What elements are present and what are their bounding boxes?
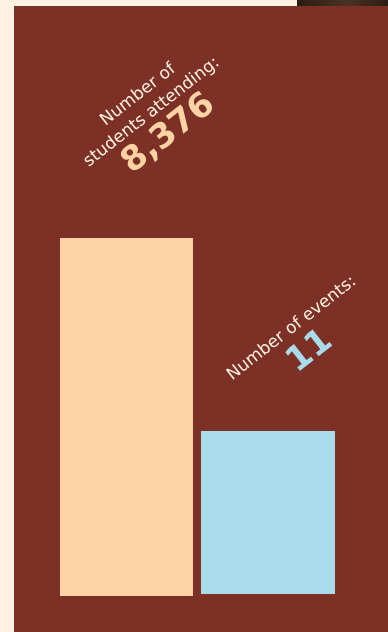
events-bar [201,431,335,594]
students-annotation: Number of students attending: 8,376 [79,52,223,181]
students-bar [60,238,193,596]
photo-corner [297,0,388,6]
events-annotation: Number of events: 11 [223,271,360,384]
